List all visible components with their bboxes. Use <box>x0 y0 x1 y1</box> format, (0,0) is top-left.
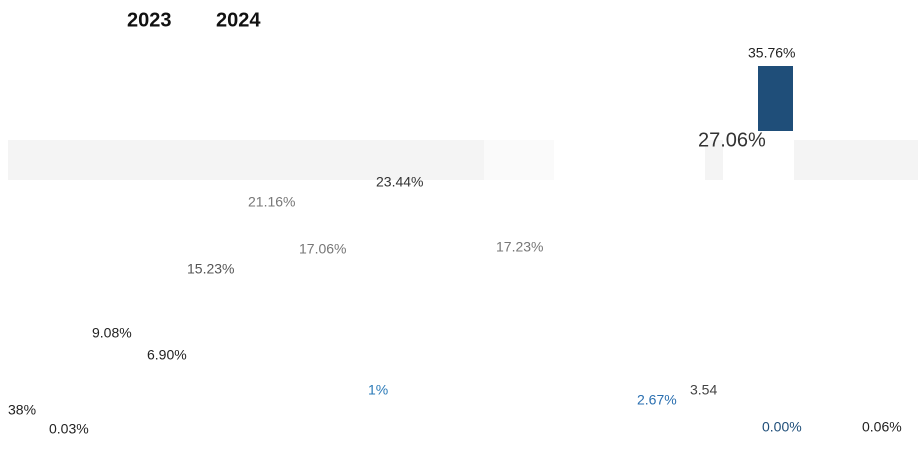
data-label: 6.90% <box>147 347 187 363</box>
band <box>484 140 554 180</box>
data-label: 1% <box>368 382 388 398</box>
data-label: 0.03% <box>49 421 89 437</box>
data-label: 21.16% <box>248 194 295 210</box>
data-label: 15.23% <box>187 261 234 277</box>
data-label: 38% <box>8 402 36 418</box>
legend-entry: 2023 <box>127 9 172 31</box>
data-label: 2.67% <box>637 392 677 408</box>
band <box>705 140 723 180</box>
data-label: 27.06% <box>698 129 766 151</box>
data-label: 23.44% <box>376 174 423 190</box>
data-label: 17.06% <box>299 241 346 257</box>
legend-entry: 2024 <box>216 9 261 31</box>
band <box>794 140 918 180</box>
band <box>8 140 484 180</box>
data-label: 0.06% <box>862 419 902 435</box>
data-label: 3.54 <box>690 382 717 398</box>
data-label: 9.08% <box>92 325 132 341</box>
bar <box>758 66 793 131</box>
data-label: 35.76% <box>748 45 795 61</box>
data-label: 0.00% <box>762 419 802 435</box>
data-label: 17.23% <box>496 239 543 255</box>
